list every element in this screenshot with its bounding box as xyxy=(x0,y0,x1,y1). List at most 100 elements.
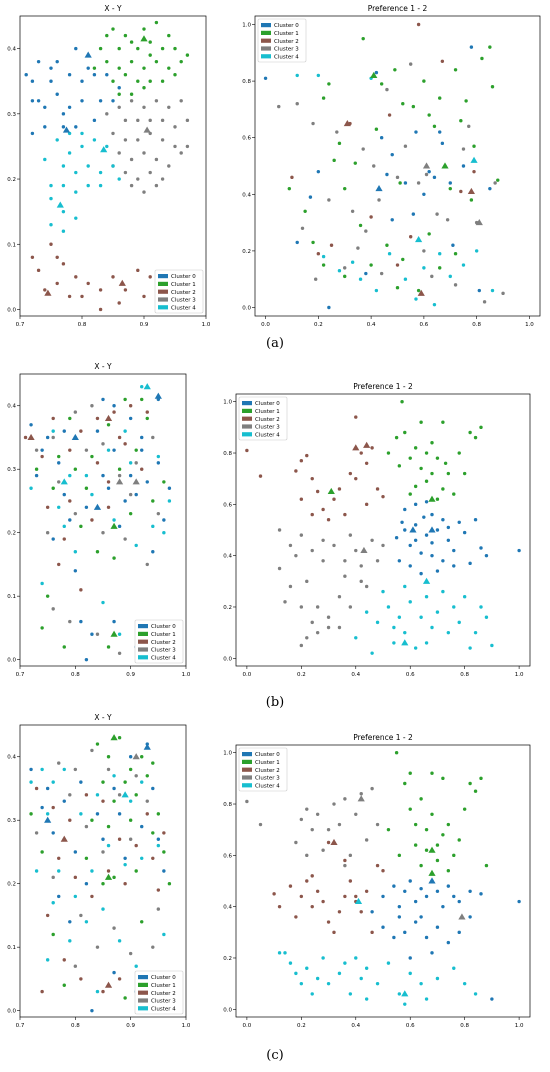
panel-label-b: (b) xyxy=(265,695,285,710)
series-2 xyxy=(23,404,149,592)
data-point xyxy=(348,879,353,883)
centroid-marker xyxy=(154,392,162,399)
data-point xyxy=(134,461,138,465)
data-point xyxy=(51,780,55,784)
data-point xyxy=(51,875,55,880)
data-point xyxy=(162,932,166,937)
legend-swatch xyxy=(242,759,252,764)
data-point xyxy=(55,138,59,142)
data-point xyxy=(446,630,451,635)
data-point xyxy=(30,255,35,260)
centroid-marker xyxy=(60,835,68,842)
data-point xyxy=(154,59,159,64)
legend-swatch xyxy=(138,631,148,636)
data-point xyxy=(117,86,121,90)
data-point xyxy=(472,144,476,148)
data-point xyxy=(117,977,122,981)
centroid-marker xyxy=(132,753,140,760)
data-point xyxy=(140,856,144,861)
data-point xyxy=(397,992,402,996)
data-point xyxy=(490,288,495,293)
x-tick-label: 0.2 xyxy=(297,1023,306,1029)
data-point xyxy=(117,435,122,440)
data-point xyxy=(61,183,66,188)
data-point xyxy=(73,410,78,414)
data-point xyxy=(354,812,358,816)
data-point xyxy=(430,541,434,545)
data-point xyxy=(29,767,33,772)
legend: Cluster 0 Cluster 1 Cluster 2 Cluster 3Clus… xyxy=(134,619,184,664)
data-point xyxy=(79,780,83,784)
data-point xyxy=(315,489,320,494)
centroid-marker xyxy=(140,35,148,42)
data-point xyxy=(90,454,94,459)
data-point xyxy=(61,125,66,129)
data-point xyxy=(123,138,128,142)
data-point xyxy=(68,499,72,503)
data-point xyxy=(136,118,140,123)
centroid-marker xyxy=(71,433,79,440)
legend-swatch xyxy=(261,38,271,43)
data-point xyxy=(457,520,461,525)
data-point xyxy=(112,448,116,452)
data-point xyxy=(160,177,165,181)
data-point xyxy=(299,459,304,463)
data-point xyxy=(343,512,347,517)
data-point xyxy=(364,997,369,1001)
data-point xyxy=(57,894,61,899)
series-1 xyxy=(287,36,500,293)
series-4 xyxy=(295,73,495,307)
data-point xyxy=(490,997,494,1001)
data-point xyxy=(86,281,90,286)
data-point xyxy=(375,620,380,625)
data-point xyxy=(145,812,149,816)
data-point xyxy=(123,429,127,433)
data-point xyxy=(51,932,55,937)
data-point xyxy=(375,559,380,563)
centroid-marker xyxy=(475,219,483,226)
data-point xyxy=(148,40,152,44)
data-point xyxy=(332,802,336,806)
legend-swatch xyxy=(158,274,168,279)
legend-swatch xyxy=(158,281,168,286)
y-tick-label: 0.4 xyxy=(7,755,16,761)
data-point xyxy=(90,632,94,636)
data-point xyxy=(446,822,451,827)
data-point xyxy=(57,761,61,765)
data-point xyxy=(45,505,50,510)
data-point xyxy=(84,856,89,861)
x-tick-label: 0.8 xyxy=(472,322,481,328)
data-point xyxy=(484,553,489,558)
data-point xyxy=(34,786,39,791)
data-point xyxy=(95,416,100,421)
data-point xyxy=(321,559,325,563)
y-tick-label: 0.4 xyxy=(7,47,16,53)
data-point xyxy=(315,889,320,893)
centroid-marker xyxy=(467,187,475,194)
data-point xyxy=(288,543,293,548)
data-point xyxy=(364,889,369,893)
data-point xyxy=(45,435,50,440)
data-point xyxy=(430,512,434,517)
data-point xyxy=(92,66,97,70)
data-point xyxy=(375,487,380,491)
data-point xyxy=(397,915,402,919)
data-point xyxy=(479,892,483,896)
data-point xyxy=(106,505,111,510)
data-point xyxy=(74,275,78,279)
data-point xyxy=(277,951,282,955)
data-point xyxy=(34,467,39,471)
data-point xyxy=(112,774,116,778)
data-point xyxy=(394,435,399,440)
data-point xyxy=(123,170,128,175)
data-point xyxy=(129,183,134,188)
data-point xyxy=(343,274,347,279)
data-point xyxy=(299,894,304,899)
data-point xyxy=(74,170,78,175)
data-point xyxy=(62,767,66,772)
data-point xyxy=(134,964,138,968)
data-point xyxy=(36,268,41,273)
data-point xyxy=(111,27,115,31)
data-point xyxy=(142,151,146,155)
data-point xyxy=(413,502,418,507)
